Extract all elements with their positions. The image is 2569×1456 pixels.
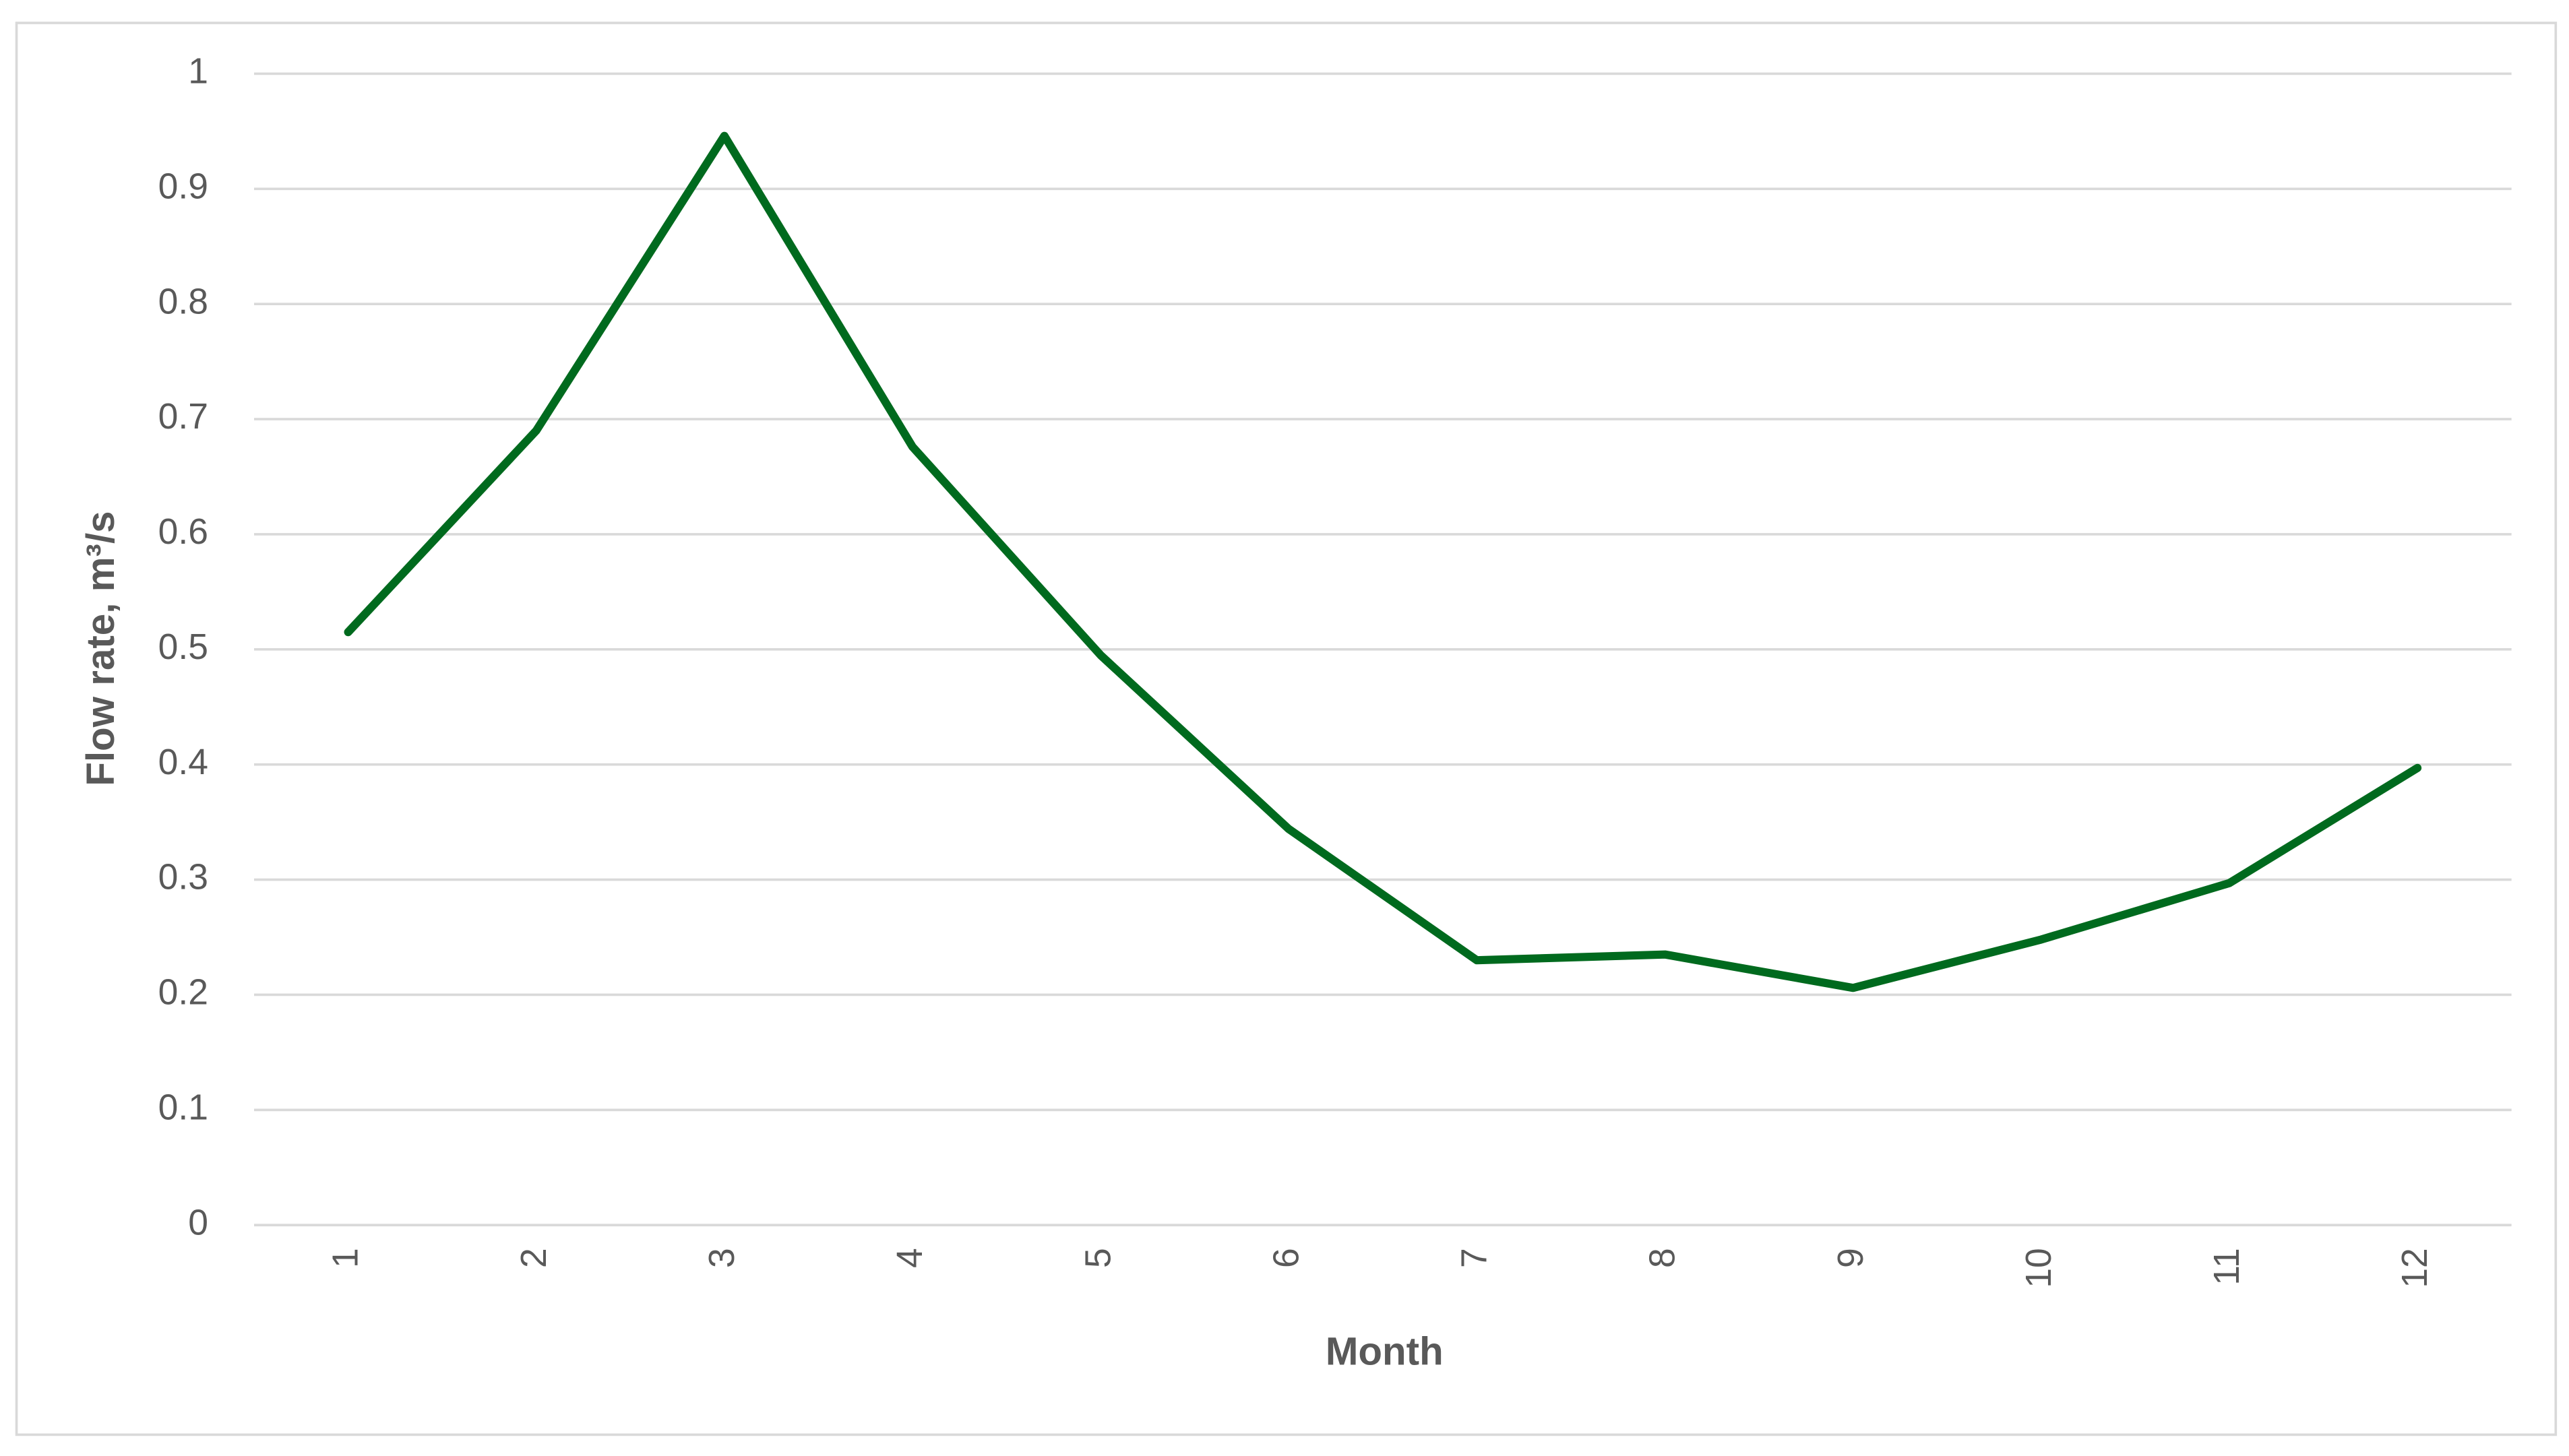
y-tick-label: 0.5: [158, 627, 208, 667]
y-tick-label: 0.8: [158, 282, 208, 321]
y-axis-title: Flow rate, m³/s: [79, 511, 123, 786]
x-tick-label: 6: [1266, 1248, 1306, 1268]
data-line: [344, 131, 2422, 992]
x-tick-label: 1: [326, 1248, 366, 1268]
x-tick-label: 2: [514, 1248, 554, 1268]
x-tick-label: 7: [1455, 1248, 1495, 1268]
x-tick-label: 5: [1078, 1248, 1118, 1268]
x-tick-label: 4: [890, 1248, 930, 1268]
y-tick-label: 0: [188, 1203, 208, 1242]
y-tick-label: 0.4: [158, 742, 208, 782]
x-tick-label: 11: [2207, 1248, 2247, 1286]
y-tick-label: 1: [188, 52, 208, 92]
x-tick-label: 12: [2395, 1248, 2435, 1288]
y-tick-label: 0.3: [158, 858, 208, 897]
x-axis-title: Month: [1326, 1330, 1444, 1374]
x-tick-label: 8: [1643, 1248, 1683, 1268]
y-tick-label: 0.7: [158, 397, 208, 437]
x-tick-label: 9: [1831, 1248, 1871, 1268]
y-tick-label: 0.2: [158, 973, 208, 1013]
x-tick-label: 10: [2019, 1248, 2059, 1288]
chart-border: [15, 22, 2558, 1436]
y-tick-label: 0.1: [158, 1087, 208, 1127]
y-tick-label: 0.9: [158, 166, 208, 206]
y-tick-label: 0.6: [158, 512, 208, 552]
x-tick-label: 3: [702, 1248, 742, 1268]
